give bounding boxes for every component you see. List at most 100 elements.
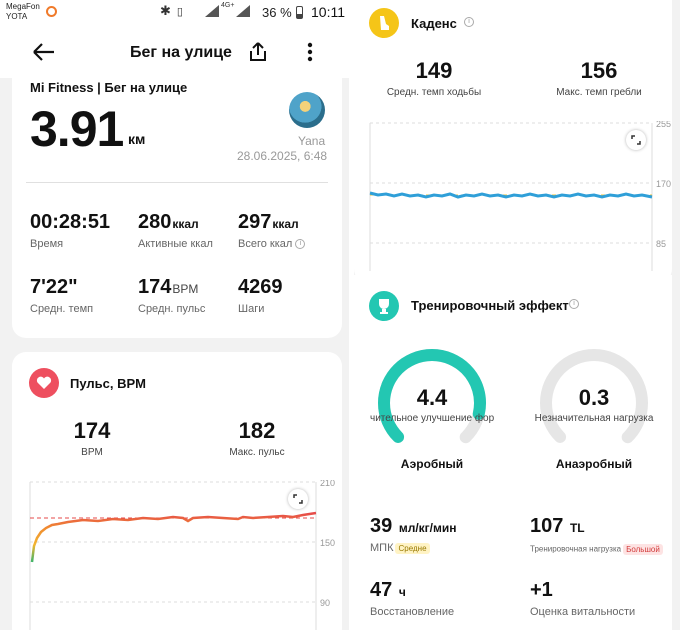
pulse-max-label: Макс. пульс: [229, 447, 285, 458]
stat-label: Время: [30, 238, 64, 250]
aerobic-note: чительное улучшение фор: [370, 413, 494, 424]
stat-steps: 4269 Шаги: [238, 276, 283, 315]
stat-value: 39 мл/кг/мин: [370, 515, 457, 538]
battery-fill: [297, 14, 302, 18]
expand-icon[interactable]: [288, 489, 308, 509]
pulse-chart: 210 150 90: [29, 480, 335, 630]
cadence-line: [369, 191, 653, 199]
stat-unit: ккал: [172, 217, 199, 231]
stat-value: 4269: [238, 276, 283, 299]
cadence-avg-value: 149: [415, 58, 453, 83]
network-type: 4G+: [221, 2, 235, 9]
stat-value: 47 ч: [370, 579, 454, 602]
pulse-avg-label: BPM: [81, 447, 103, 458]
page-title: Бег на улице: [130, 44, 232, 61]
anaerobic-note: Незначительная нагрузка: [534, 413, 654, 424]
stat-value: 107 TL: [530, 515, 663, 538]
back-arrow-icon[interactable]: [30, 40, 58, 64]
cadence-chart: 255 170 85: [369, 121, 671, 271]
stat-label: Тренировочная нагрузка Большой: [530, 544, 663, 555]
axis-tick-210: 210: [320, 480, 335, 488]
stat-value: 174BPM: [138, 276, 205, 299]
divider: [26, 182, 328, 183]
stat-unit: ккал: [272, 217, 299, 231]
footprint-icon: [369, 8, 399, 38]
distance-value: 3.91: [30, 101, 124, 157]
trophy-icon: [369, 291, 399, 321]
stat-value: +1: [530, 579, 635, 602]
cadence-max-label: Макс. темп гребли: [556, 87, 642, 98]
info-icon[interactable]: i: [295, 239, 306, 250]
expand-icon[interactable]: [626, 130, 646, 150]
stat-recovery[interactable]: 47 ч Восстановление: [370, 579, 454, 618]
stat-label: Шаги: [238, 303, 265, 315]
stat-number: 280: [138, 211, 172, 233]
stat-vitality[interactable]: +1 Оценка витальности: [530, 579, 635, 618]
cadence-avg: 149 Средн. темп ходьбы: [384, 58, 484, 98]
training-effect-title: Тренировочный эффект: [411, 298, 569, 313]
stat-number: 297: [238, 211, 272, 233]
carrier-2: YOTA: [6, 12, 28, 21]
avatar[interactable]: [289, 92, 325, 128]
stat-total-kcal: 297ккал Всего ккал i: [238, 211, 306, 250]
axis-tick-90: 90: [320, 598, 330, 608]
summary-card: Mi Fitness | Бег на улице 3.91 км Yana 2…: [12, 76, 342, 338]
axis-tick-255: 255: [656, 121, 671, 129]
stat-pace: 7'22" Средн. темп: [30, 276, 93, 315]
pulse-avg: 174 BPM: [62, 418, 122, 458]
stat-label: МПК Средне: [370, 542, 457, 554]
pulse-max: 182 Макс. пульс: [217, 418, 297, 458]
more-options-icon[interactable]: [300, 40, 320, 64]
axis-tick-150: 150: [320, 538, 335, 548]
stat-number: 107: [530, 515, 564, 537]
heart-icon: [29, 368, 59, 398]
battery-icon: [296, 6, 303, 19]
stat-number: +1: [530, 579, 553, 601]
stat-label: Средн. темп: [30, 303, 94, 315]
pulse-avg-value: 174: [73, 418, 111, 443]
stat-label-text: Тренировочная нагрузка: [530, 544, 622, 554]
carrier-labels: MegaFon YOTA: [6, 2, 40, 22]
cadence-card[interactable]: Каденс i 149 Средн. темп ходьбы 156 Макс…: [354, 0, 672, 283]
stat-label: Активные ккал: [138, 238, 213, 250]
info-icon[interactable]: i: [464, 17, 474, 27]
bluetooth-icon: ✱: [160, 3, 171, 18]
stat-training-load[interactable]: 107 TL Тренировочная нагрузка Большой: [530, 515, 663, 555]
axis-tick-85: 85: [656, 239, 666, 249]
load-level-badge: Большой: [623, 544, 663, 555]
aerobic-gauge: [378, 349, 486, 455]
anaerobic-value: 0.3: [578, 385, 610, 410]
metrics-card: 39 мл/кг/мин МПК Средне 107 TL Тренировоч…: [354, 493, 672, 630]
pulse-card[interactable]: Пульс, BPM 174 BPM 182 Макс. пульс: [12, 352, 342, 630]
left-screen: MegaFon YOTA ✱ ▯ 4G+ 36 % 10:11 Бег на у…: [0, 0, 349, 630]
anaerobic-gauge-track: [540, 349, 648, 455]
stat-number: 00:28:51: [30, 211, 111, 233]
workout-date: 28.06.2025, 6:48: [237, 149, 328, 163]
cadence-max: 156 Макс. темп гребли: [544, 58, 654, 98]
stat-value: 280ккал: [138, 211, 213, 234]
stat-unit: ч: [398, 585, 406, 599]
stat-label: Оценка витальности: [530, 606, 636, 618]
stat-vo2max[interactable]: 39 мл/кг/мин МПК Средне: [370, 515, 457, 554]
signal-icon-2: [236, 5, 250, 17]
aerobic-label: Аэробный: [400, 457, 464, 471]
info-icon[interactable]: i: [569, 299, 579, 309]
stat-label-text: МПК: [370, 542, 394, 554]
stat-value: 7'22": [30, 276, 93, 299]
anaerobic-gauge: [540, 349, 648, 455]
training-effect-card[interactable]: Тренировочный эффект i 4.4 чительное улу…: [354, 275, 672, 493]
stat-time: 00:28:51 Время: [30, 211, 110, 250]
pulse-title: Пульс, BPM: [70, 376, 146, 391]
status-icons: ✱ ▯: [160, 3, 183, 19]
column-divider: [349, 0, 354, 630]
stat-number: 174: [138, 276, 172, 298]
share-icon[interactable]: [246, 40, 270, 64]
stat-unit: TL: [569, 521, 585, 535]
stat-label: Восстановление: [370, 606, 455, 618]
stat-label: Всего ккал i: [238, 238, 306, 250]
pulse-max-value: 182: [238, 418, 276, 443]
aerobic-value: 4.4: [416, 385, 448, 410]
cadence-max-value: 156: [580, 58, 618, 83]
stat-unit: мл/кг/мин: [398, 521, 457, 535]
app-header: Бег на улице: [0, 28, 349, 78]
